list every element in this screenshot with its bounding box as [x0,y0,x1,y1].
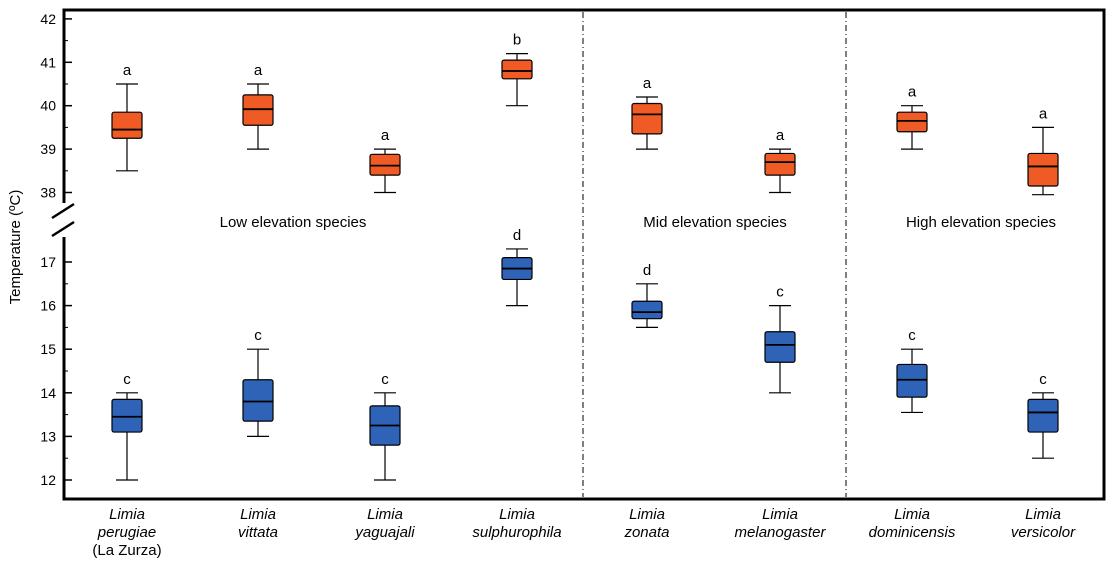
plot-border [62,8,1106,501]
box-low-temp-4: d [501,227,533,307]
y-tick-label: 15 [40,341,56,357]
y-tick-label: 38 [40,185,56,201]
y-tick-label: 12 [40,472,56,488]
significance-label: a [1039,105,1048,122]
box-low-temp-8: c [1027,371,1059,459]
significance-label: d [643,262,651,279]
boxes: a a a b a a a a c c c d d c c c [111,32,1059,481]
y-tick-label: 13 [40,428,56,444]
significance-label: c [908,327,916,344]
section-label-2: Mid elevation species [643,214,786,231]
iqr-box [896,111,928,133]
significance-label: a [776,127,785,144]
category-label-3: Limia yaguajali [354,506,415,541]
axis-break-icon [50,202,76,238]
y-tick-label: 40 [40,98,56,114]
iqr-box [631,300,663,320]
box-high-temp-3: a [369,127,401,194]
box-low-temp-6: c [764,284,796,394]
significance-label: a [908,84,917,101]
box-high-temp-6: a [764,127,796,194]
box-low-temp-7: c [896,327,928,414]
significance-label: b [513,32,521,49]
box-low-temp-2: c [242,327,274,437]
y-tick-label: 17 [40,254,56,270]
box-high-temp-8: a [1027,105,1059,196]
iqr-box [1027,398,1059,433]
category-label-8: Limia versicolor [1011,506,1076,541]
category-label-1: Limia perugiae (La Zurza) [92,506,161,559]
section-label-3: High elevation species [906,214,1056,231]
iqr-box [111,111,143,139]
plot-frame [62,8,1106,501]
y-axis-label: Temperature (ºC) [7,190,24,305]
significance-label: c [254,327,262,344]
iqr-box [631,102,663,135]
iqr-box [764,152,796,176]
iqr-box [764,331,796,363]
category-label-4: Limia sulphurophila [472,506,561,541]
iqr-box [111,398,143,433]
x-axis-labels: Limia perugiae (La Zurza) Limia vittata Limia… [92,506,1076,559]
iqr-box [896,363,928,398]
box-high-temp-7: a [896,84,928,150]
section-labels: Low elevation species Mid elevation speci… [220,214,1056,231]
category-label-7: Limia dominicensis [869,506,956,541]
box-high-temp-4: b [501,32,533,107]
section-label-1: Low elevation species [220,214,367,231]
significance-label: c [1039,371,1047,388]
significance-label: a [254,62,263,79]
category-label-6: Limia melanogaster [735,506,827,541]
significance-label: a [643,75,652,92]
iqr-box [501,59,533,80]
section-dividers [582,12,847,497]
significance-label: a [123,62,132,79]
significance-label: a [381,127,390,144]
y-tick-label: 16 [40,298,56,314]
box-high-temp-1: a [111,62,143,172]
significance-label: c [381,371,389,388]
significance-label: c [776,284,784,301]
y-tick-label: 14 [40,385,56,401]
category-label-2: Limia vittata [238,506,278,541]
box-high-temp-2: a [242,62,274,150]
y-tick-label: 39 [40,141,56,157]
significance-label: d [513,227,521,244]
box-high-temp-5: a [631,75,663,150]
y-axis: 38 39 40 41 42 12 13 14 15 16 17 [40,11,76,488]
y-tick-label: 42 [40,11,56,27]
category-label-5: Limia zonata [623,506,669,541]
iqr-box [1027,152,1059,187]
iqr-box [242,379,274,422]
y-tick-label: 41 [40,54,56,70]
significance-label: c [123,371,131,388]
box-low-temp-1: c [111,371,143,481]
box-low-temp-5: d [631,262,663,328]
box-low-temp-3: c [369,371,401,481]
